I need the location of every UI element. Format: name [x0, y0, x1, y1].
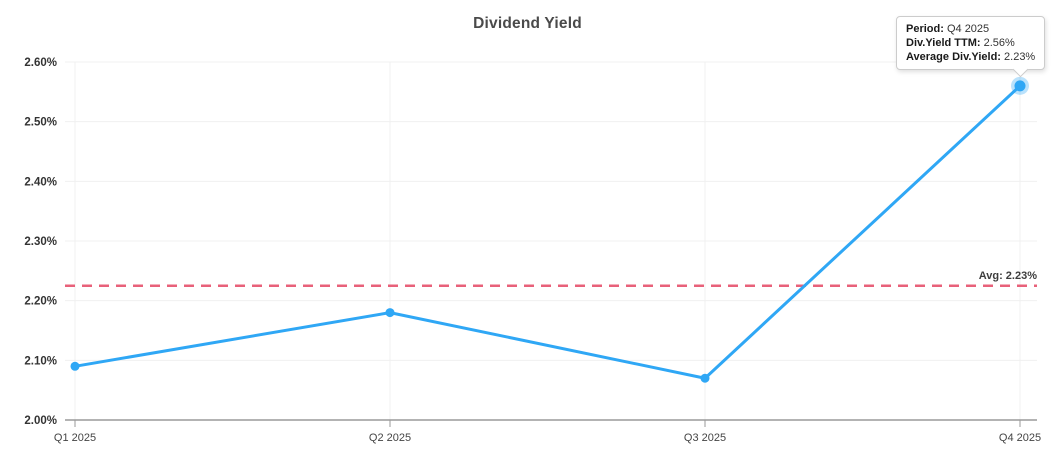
tooltip-row-yield: Div.Yield TTM: 2.56% [906, 36, 1035, 50]
x-axis-label: Q4 2025 [999, 432, 1041, 444]
average-line-label: Avg: 2.23% [979, 270, 1038, 282]
y-tick-label: 2.10% [24, 355, 57, 367]
data-point[interactable] [70, 361, 80, 371]
tooltip-label: Div.Yield TTM: [906, 37, 981, 49]
tooltip: Period: Q4 2025 Div.Yield TTM: 2.56% Ave… [896, 16, 1046, 77]
series-line [73, 84, 1022, 380]
data-point[interactable] [700, 373, 710, 383]
y-tick-label: 2.60% [24, 57, 57, 69]
x-axis-label: Q2 2025 [369, 432, 411, 444]
tooltip-row-period: Period: Q4 2025 [906, 22, 1035, 36]
y-tick-label: 2.30% [24, 236, 57, 248]
x-axis-label: Q1 2025 [54, 432, 96, 444]
tooltip-value: 2.56% [980, 37, 1015, 49]
tooltip-value: 2.23% [1000, 51, 1036, 63]
data-point[interactable] [385, 308, 395, 318]
y-tick-label: 2.20% [24, 296, 57, 308]
y-tick-label: 2.40% [24, 176, 57, 188]
x-axis-label: Q3 2025 [684, 432, 726, 444]
tooltip-label: Period: [906, 23, 944, 35]
tooltip-value: Q4 2025 [943, 23, 990, 35]
y-tick-label: 2.50% [24, 117, 57, 129]
data-point[interactable] [1014, 80, 1026, 92]
y-tick-label: 2.00% [24, 415, 57, 427]
tooltip-row-average: Average Div.Yield: 2.23% [906, 50, 1035, 64]
tooltip-label: Average Div.Yield: [906, 51, 1001, 63]
chart-title: Dividend Yield [473, 15, 582, 32]
